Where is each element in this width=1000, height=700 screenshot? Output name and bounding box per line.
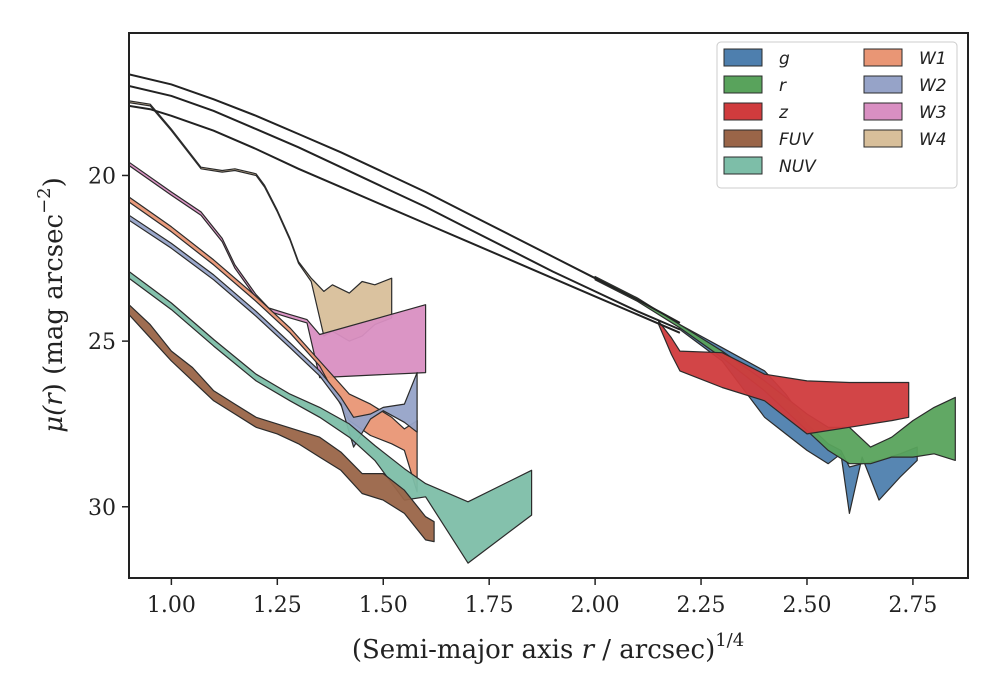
legend-label-r: r bbox=[779, 76, 787, 96]
x-tick-label: 2.25 bbox=[677, 593, 726, 618]
x-tick-label: 2.75 bbox=[888, 593, 937, 618]
legend-swatch-z bbox=[723, 102, 763, 121]
y-tick-label: 20 bbox=[88, 164, 116, 189]
x-axis-title: (Semi-major axis r / arcsec)1/4 bbox=[352, 630, 744, 665]
band-w3 bbox=[129, 161, 427, 379]
legend-swatch-w1 bbox=[863, 48, 903, 67]
band-layer bbox=[129, 100, 956, 564]
y-axis-title: μ(r) (mag arcsec−2) bbox=[34, 177, 69, 433]
legend-swatch-w3 bbox=[863, 102, 903, 121]
legend-swatch-nuv bbox=[723, 156, 763, 175]
plot-frame bbox=[128, 32, 969, 579]
legend-swatch-r bbox=[723, 75, 763, 94]
x-tick-label: 2.00 bbox=[571, 593, 620, 618]
legend-swatch-g bbox=[723, 48, 763, 67]
y-axis-ticks: 20 25 30 bbox=[88, 164, 129, 521]
y-tick-label: 30 bbox=[88, 496, 116, 521]
legend-label-nuv: NUV bbox=[779, 157, 817, 177]
band-z bbox=[658, 320, 910, 435]
x-tick-label: 2.50 bbox=[782, 593, 831, 618]
legend: grz FUV NUV W1 W2 W3 W4 bbox=[716, 41, 958, 189]
legend-label-w2: W2 bbox=[919, 76, 947, 96]
x-tick-label: 1.00 bbox=[147, 593, 196, 618]
x-tick-label: 1.50 bbox=[359, 593, 408, 618]
profile-line-2 bbox=[129, 85, 681, 331]
x-tick-label: 1.75 bbox=[465, 593, 514, 618]
legend-label-w4: W4 bbox=[919, 130, 947, 150]
band-fuv bbox=[129, 304, 435, 543]
band-nuv bbox=[129, 270, 533, 564]
line-layer bbox=[129, 73, 681, 334]
legend-label-g: g bbox=[779, 49, 790, 69]
legend-swatch-w4 bbox=[863, 129, 903, 148]
profile-line-1 bbox=[129, 73, 681, 324]
legend-label-fuv: FUV bbox=[779, 130, 814, 150]
y-tick-label: 25 bbox=[88, 330, 116, 355]
band-w2 bbox=[129, 214, 418, 448]
profile-line-3 bbox=[129, 104, 681, 334]
x-tick-label: 1.25 bbox=[253, 593, 302, 618]
legend-label-w3: W3 bbox=[919, 103, 947, 123]
legend-label-w1: W1 bbox=[919, 49, 947, 69]
legend-label-z: z bbox=[778, 103, 789, 123]
plot-area bbox=[129, 73, 956, 564]
x-axis-ticks: 1.00 1.25 1.50 1.75 2.00 2.25 2.50 2.75 bbox=[147, 578, 937, 618]
legend-swatch-w2 bbox=[863, 75, 903, 94]
legend-swatch-fuv bbox=[723, 129, 763, 148]
